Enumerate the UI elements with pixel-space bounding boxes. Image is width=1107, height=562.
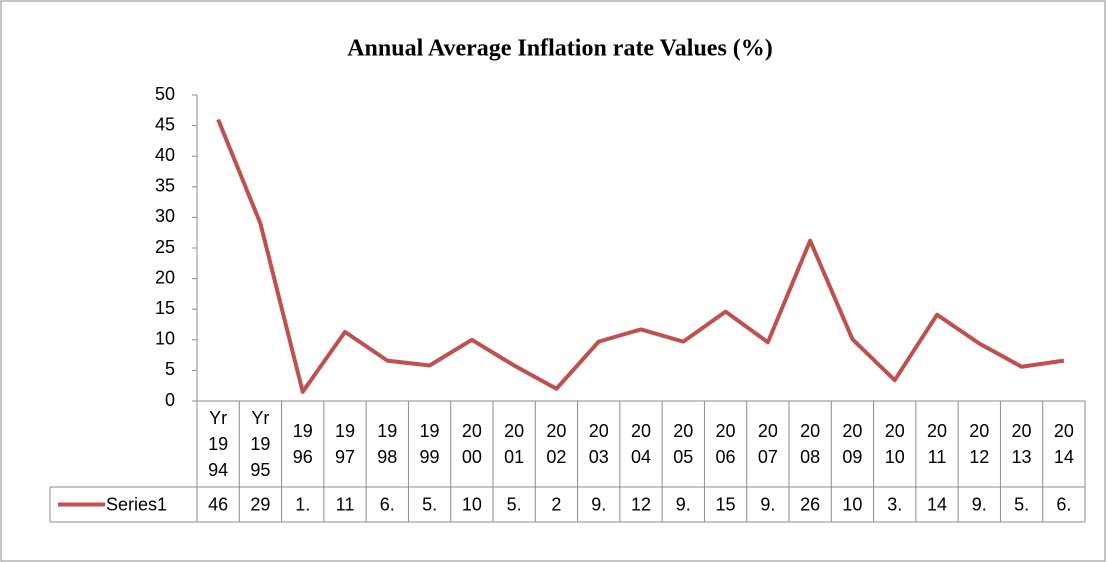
- x-tick-label: 1997: [334, 421, 356, 467]
- x-tick-label: 2011: [926, 421, 948, 467]
- data-table-value: 15: [716, 494, 736, 514]
- y-tick-label: 5: [165, 359, 175, 379]
- data-table-value: 1.: [295, 494, 310, 514]
- x-tick-label: 1998: [377, 421, 398, 467]
- x-tick-label: 2010: [884, 421, 905, 467]
- x-tick-label: 2009: [842, 421, 863, 467]
- y-tick-label: 15: [155, 298, 175, 318]
- data-table-value: 10: [842, 494, 862, 514]
- x-tick-label: Yr 1995: [250, 408, 271, 480]
- y-tick-label: 30: [155, 206, 175, 226]
- x-tick-label: 2007: [757, 421, 778, 467]
- y-tick-label: 35: [155, 176, 175, 196]
- x-tick-label: 2013: [1011, 421, 1032, 467]
- y-tick-label: 25: [155, 237, 175, 257]
- x-tick-label: 1996: [292, 421, 313, 467]
- y-tick-label: 50: [155, 84, 175, 104]
- data-table-value: 5.: [1014, 494, 1029, 514]
- data-table-value: 5.: [422, 494, 437, 514]
- x-tick-label: 2000: [461, 421, 482, 467]
- data-table-value: 14: [927, 494, 947, 514]
- data-table-value: 12: [631, 494, 651, 514]
- x-tick-label: Yr 1994: [208, 408, 229, 480]
- data-table-value: 11: [336, 494, 355, 514]
- legend-label: Series1: [106, 494, 167, 514]
- data-table-value: 9.: [760, 494, 775, 514]
- data-table-value: 9.: [972, 494, 987, 514]
- x-tick-label: 2008: [800, 421, 821, 467]
- x-tick-label: 2002: [546, 421, 567, 467]
- y-tick-label: 0: [165, 390, 175, 410]
- x-tick-label: 2014: [1053, 421, 1074, 467]
- data-table-value: 5.: [507, 494, 522, 514]
- data-table-value: 6.: [1056, 494, 1071, 514]
- x-tick-label: 2005: [673, 421, 694, 467]
- data-table-value: 3.: [887, 494, 902, 514]
- x-tick-label: 2004: [630, 421, 652, 467]
- x-tick-label: 2003: [588, 421, 609, 467]
- x-tick-label: 2006: [715, 421, 736, 467]
- y-tick-label: 40: [155, 145, 175, 165]
- data-table-value: 46: [208, 494, 228, 514]
- y-tick-label: 45: [155, 114, 175, 134]
- data-table-value: 9.: [591, 494, 606, 514]
- y-tick-label: 20: [155, 267, 175, 287]
- data-line: [216, 118, 1065, 394]
- chart-title: Annual Average Inflation rate Values (%): [347, 36, 773, 62]
- data-table-value: 2: [551, 494, 561, 514]
- data-table-value: 29: [250, 494, 270, 514]
- x-tick-label: 1999: [419, 421, 440, 467]
- y-tick-label: 10: [155, 329, 175, 349]
- x-tick-label: 2001: [504, 421, 525, 467]
- data-table-value: 6.: [380, 494, 395, 514]
- data-table-value: 9.: [676, 494, 691, 514]
- data-table-value: 10: [462, 494, 482, 514]
- data-table-value: 26: [800, 494, 820, 514]
- x-tick-label: 2012: [969, 421, 990, 467]
